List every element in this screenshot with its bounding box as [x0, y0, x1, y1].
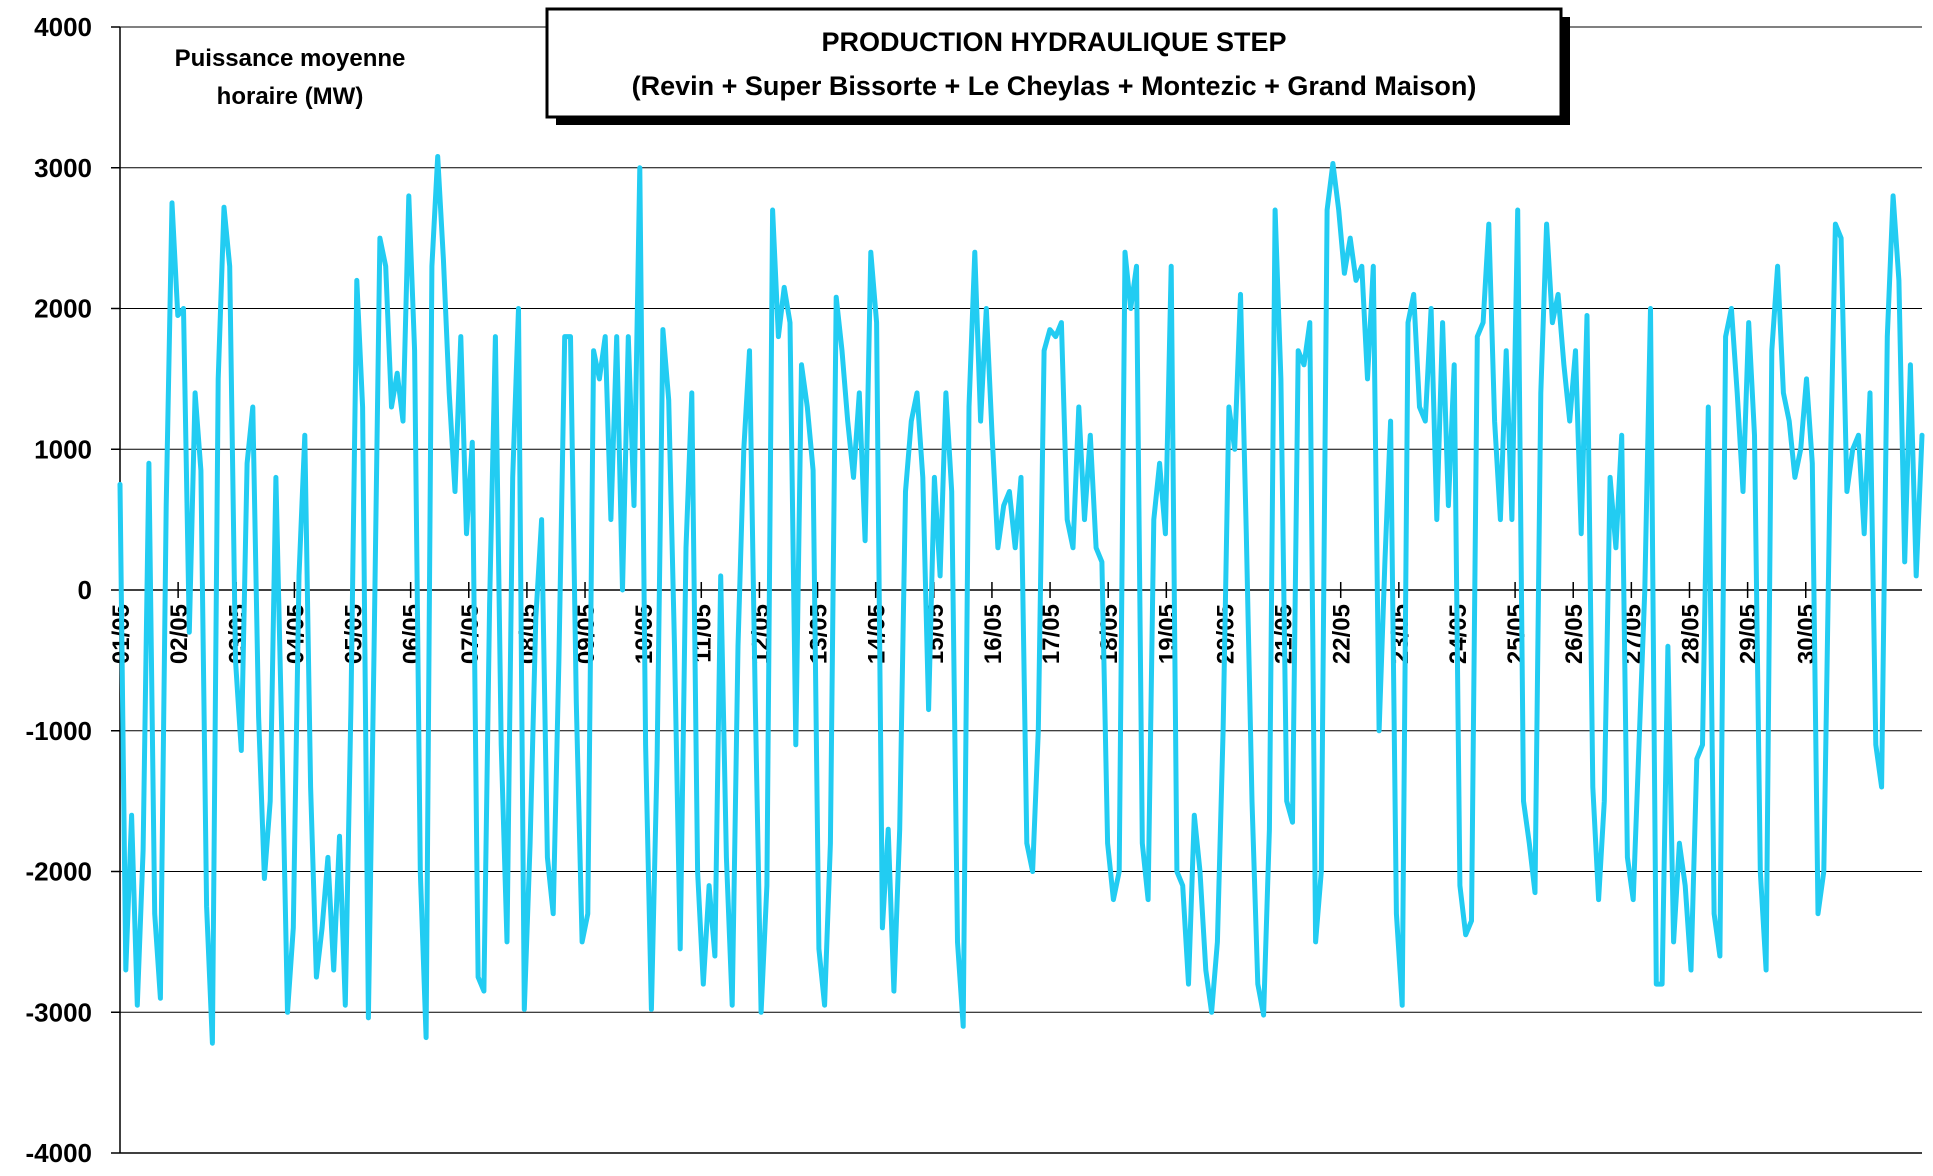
y-tick-label: 3000 — [34, 153, 92, 183]
series-line — [117, 154, 1925, 1046]
chart-subtitle: (Revin + Super Bissorte + Le Cheylas + M… — [632, 71, 1477, 101]
chart-title: PRODUCTION HYDRAULIQUE STEP — [821, 27, 1286, 57]
series-polyline — [117, 154, 1925, 1046]
axes — [111, 26, 1922, 1154]
y-tick-label: -3000 — [26, 997, 93, 1027]
y-axis-label-line-2: horaire (MW) — [217, 83, 364, 110]
x-tick-label: 07/05 — [457, 604, 484, 664]
x-tick-label: 16/05 — [980, 604, 1007, 664]
title-box-frame — [545, 7, 1563, 119]
y-tick-label: 1000 — [34, 434, 92, 464]
y-axis-label: Puissance moyenne horaire (MW) — [175, 45, 406, 110]
x-tick-label: 13/05 — [806, 604, 833, 664]
y-tick-label: -1000 — [26, 716, 93, 746]
x-tick-label: 06/05 — [399, 604, 426, 664]
title-box: PRODUCTION HYDRAULIQUE STEP (Revin + Sup… — [545, 7, 1570, 125]
y-tick-label: 2000 — [34, 294, 92, 324]
y-tick-label: -2000 — [26, 857, 93, 887]
y-tick-labels: 4000 3000 2000 1000 0 -1000 -2000 -3000 -4000 — [26, 12, 93, 1168]
y-tick-label: 4000 — [34, 12, 92, 42]
x-tick-label: 25/05 — [1503, 604, 1530, 664]
y-tick-label: -4000 — [26, 1138, 93, 1168]
y-axis-label-line-1: Puissance moyenne — [175, 45, 406, 72]
x-tick-label: 28/05 — [1677, 604, 1704, 664]
y-tick-label: 0 — [78, 575, 92, 605]
x-tick-label: 22/05 — [1329, 604, 1356, 664]
x-tick-label: 26/05 — [1561, 604, 1588, 664]
